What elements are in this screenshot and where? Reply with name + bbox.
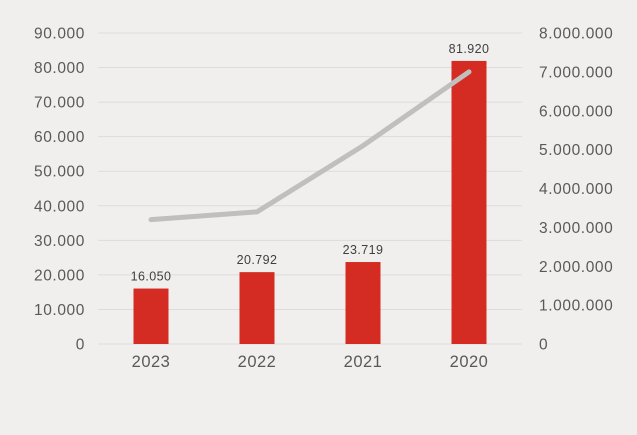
right-axis-tick-label: 3.000.000: [539, 220, 613, 237]
left-axis-tick-label: 30.000: [34, 233, 85, 250]
bar-value-label: 20.792: [237, 253, 278, 267]
left-axis-tick-label: 50.000: [34, 164, 85, 181]
right-axis-tick-label: 1.000.000: [539, 298, 613, 315]
left-axis-tick-label: 60.000: [34, 129, 85, 146]
left-axis-tick-label: 40.000: [34, 198, 85, 215]
right-axis-tick-label: 6.000.000: [539, 103, 613, 120]
left-axis-tick-label: 90.000: [34, 26, 85, 43]
right-axis-tick-label: 4.000.000: [539, 181, 613, 198]
left-axis-tick-label: 80.000: [34, 60, 85, 77]
left-axis-tick-label: 0: [76, 337, 85, 354]
trend-line: [148, 69, 472, 223]
bar-value-label: 16.050: [131, 270, 172, 284]
bar: [345, 262, 381, 344]
left-axis-tick-label: 10.000: [34, 302, 85, 319]
bar: [133, 288, 169, 344]
x-axis-category-label: 2023: [132, 353, 171, 371]
x-axis-category-label: 2022: [238, 353, 277, 371]
bar: [239, 272, 275, 344]
left-axis-tick-label: 70.000: [34, 95, 85, 112]
right-axis-tick-label: 8.000.000: [539, 26, 613, 43]
right-axis-tick-label: 5.000.000: [539, 142, 613, 159]
left-axis-tick-label: 20.000: [34, 267, 85, 284]
bar: [451, 60, 487, 344]
bar-value-label: 23.719: [343, 243, 384, 257]
x-axis-category-label: 2020: [450, 353, 489, 371]
bar-value-label: 81.920: [449, 42, 490, 56]
x-axis-category-label: 2021: [344, 353, 383, 371]
right-axis-tick-label: 7.000.000: [539, 64, 613, 81]
right-axis-tick-label: 2.000.000: [539, 259, 613, 276]
right-axis-tick-label: 0: [539, 337, 548, 354]
